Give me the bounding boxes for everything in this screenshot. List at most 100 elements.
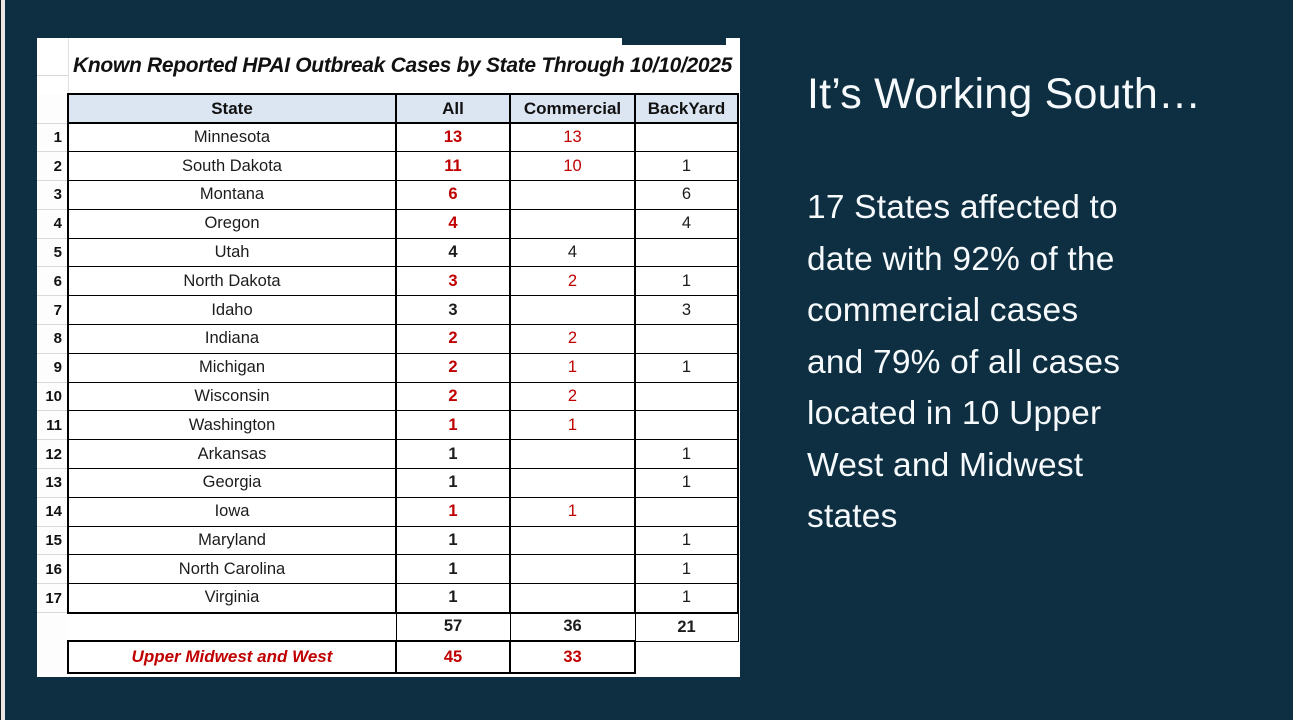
commercial-cases-cell — [510, 208, 636, 239]
backyard-cases-cell: 1 — [635, 583, 739, 614]
row-number-cell: 10 — [37, 382, 68, 412]
table-row: 17 Virginia 1 1 — [37, 583, 739, 614]
state-cell: Maryland — [67, 525, 397, 556]
state-cell: Oregon — [67, 208, 397, 239]
commercial-cases-cell — [510, 468, 636, 498]
gutter-gridline — [37, 75, 68, 76]
table-row: 14 Iowa 1 1 — [37, 496, 739, 527]
state-cell: Virginia — [67, 583, 397, 614]
state-cell: Iowa — [67, 496, 397, 527]
commercial-cases-cell: 2 — [510, 324, 636, 354]
backyard-cases-cell: 1 — [635, 439, 739, 470]
all-cases-cell: 2 — [396, 352, 511, 383]
all-cases-cell: 1 — [396, 554, 511, 585]
state-cell: Washington — [67, 410, 397, 441]
left-edge-light-strip — [1, 0, 5, 720]
row-number-cell: 3 — [37, 180, 68, 210]
all-cases-cell: 1 — [396, 439, 511, 470]
state-cell: Montana — [67, 180, 397, 210]
gutter-header-cell — [37, 94, 68, 124]
row-number-cell: 2 — [37, 151, 68, 182]
table-row: 1 Minnesota 13 13 — [37, 122, 739, 153]
all-cases-cell: 1 — [396, 468, 511, 498]
backyard-cases-cell: 1 — [635, 554, 739, 585]
commercial-cases-cell — [510, 583, 636, 614]
all-cases-cell: 3 — [396, 266, 511, 297]
backyard-cases-cell — [635, 122, 739, 153]
all-cases-cell: 1 — [396, 496, 511, 527]
commercial-cases-cell: 1 — [510, 496, 636, 527]
commercial-cases-cell: 1 — [510, 410, 636, 441]
backyard-cases-cell: 1 — [635, 352, 739, 383]
table-row: 7 Idaho 3 3 — [37, 295, 739, 326]
summary-commercial-cell: 33 — [509, 640, 636, 675]
table-row: 8 Indiana 2 2 — [37, 324, 739, 354]
table-row: 3 Montana 6 6 — [37, 180, 739, 210]
backyard-cases-cell: 1 — [635, 525, 739, 556]
state-cell: Utah — [67, 237, 397, 268]
slide-text-block: It’s Working South… 17 States affected t… — [807, 70, 1257, 543]
column-header-state: State — [67, 93, 397, 124]
backyard-cases-cell — [635, 237, 739, 268]
all-cases-cell: 6 — [396, 180, 511, 210]
state-cell: Minnesota — [67, 122, 397, 153]
totals-backyard-cell: 21 — [634, 611, 739, 642]
row-number-cell: 6 — [37, 266, 68, 297]
commercial-cases-cell: 1 — [510, 352, 636, 383]
table-row: 16 North Carolina 1 1 — [37, 554, 739, 585]
summary-label-cell: Upper Midwest and West — [67, 640, 397, 675]
table-title: Known Reported HPAI Outbreak Cases by St… — [72, 53, 733, 77]
state-cell: Indiana — [67, 324, 397, 354]
state-cell: Wisconsin — [67, 381, 397, 412]
backyard-cases-cell — [635, 324, 739, 354]
all-cases-cell: 4 — [396, 208, 511, 239]
backyard-cases-cell — [635, 410, 739, 441]
row-number-cell — [37, 641, 68, 674]
commercial-cases-cell: 10 — [510, 151, 636, 182]
state-cell: South Dakota — [67, 151, 397, 182]
gutter-gridline — [68, 38, 69, 93]
table-row: 13 Georgia 1 1 — [37, 468, 739, 498]
summary-row: Upper Midwest and West 45 33 — [37, 640, 738, 675]
state-cell: Michigan — [67, 352, 397, 383]
hpai-table-image: Known Reported HPAI Outbreak Cases by St… — [37, 38, 740, 677]
table-row: 12 Arkansas 1 1 — [37, 439, 739, 470]
state-cell: North Dakota — [67, 266, 397, 297]
table-row: 5 Utah 4 4 — [37, 237, 739, 268]
commercial-cases-cell — [510, 439, 636, 470]
slide-body-text: 17 States affected to date with 92% of t… — [807, 189, 1121, 536]
hpai-table: State All Commercial BackYard 1 Minnesota… — [37, 93, 739, 675]
all-cases-cell: 2 — [396, 324, 511, 354]
table-row: 11 Washington 1 1 — [37, 410, 739, 441]
table-row: 15 Maryland 1 1 — [37, 525, 739, 556]
totals-row: 57 36 21 — [37, 611, 739, 642]
row-number-cell — [37, 612, 68, 642]
row-number-cell: 7 — [37, 295, 68, 326]
table-row: 9 Michigan 2 1 1 — [37, 352, 739, 383]
backyard-cases-cell: 1 — [635, 468, 739, 498]
table-row: 6 North Dakota 3 2 1 — [37, 266, 739, 297]
table-row: 2 South Dakota 11 10 1 — [37, 151, 739, 182]
totals-state-cell — [68, 611, 396, 642]
backyard-cases-cell — [635, 496, 739, 527]
state-cell: Arkansas — [67, 439, 397, 470]
all-cases-cell: 1 — [396, 410, 511, 441]
all-cases-cell: 11 — [396, 151, 511, 182]
all-cases-cell: 2 — [396, 381, 511, 412]
column-header-commercial: Commercial — [509, 93, 636, 124]
row-number-cell: 1 — [37, 123, 68, 153]
all-cases-cell: 1 — [396, 525, 511, 556]
row-number-cell: 8 — [37, 324, 68, 354]
commercial-cases-cell — [510, 554, 636, 585]
state-cell: North Carolina — [67, 554, 397, 585]
left-edge-dark-strip — [0, 0, 1, 720]
commercial-cases-cell — [510, 180, 636, 210]
table-row: 4 Oregon 4 4 — [37, 208, 739, 239]
totals-commercial-cell: 36 — [509, 611, 636, 642]
all-cases-cell: 3 — [396, 295, 511, 326]
row-number-cell: 4 — [37, 209, 68, 239]
screenshot-notch — [622, 38, 726, 45]
row-number-cell: 13 — [37, 468, 68, 498]
totals-all-cell: 57 — [395, 611, 511, 642]
